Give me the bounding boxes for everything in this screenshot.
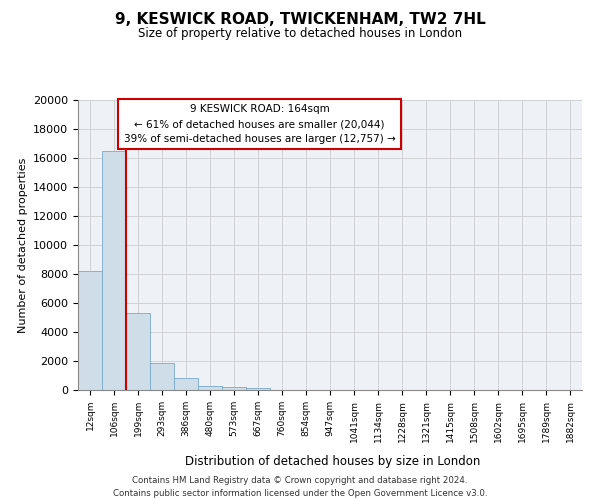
- Bar: [198, 386, 222, 390]
- Text: 9, KESWICK ROAD, TWICKENHAM, TW2 7HL: 9, KESWICK ROAD, TWICKENHAM, TW2 7HL: [115, 12, 485, 28]
- Bar: [126, 313, 150, 390]
- Bar: [78, 271, 102, 390]
- Text: Distribution of detached houses by size in London: Distribution of detached houses by size …: [185, 454, 481, 468]
- Bar: [222, 387, 246, 390]
- Text: 9 KESWICK ROAD: 164sqm
← 61% of detached houses are smaller (20,044)
39% of semi: 9 KESWICK ROAD: 164sqm ← 61% of detached…: [124, 104, 395, 144]
- Text: Contains HM Land Registry data © Crown copyright and database right 2024.
Contai: Contains HM Land Registry data © Crown c…: [113, 476, 487, 498]
- Text: Size of property relative to detached houses in London: Size of property relative to detached ho…: [138, 28, 462, 40]
- Bar: [246, 388, 270, 390]
- Y-axis label: Number of detached properties: Number of detached properties: [17, 158, 28, 332]
- Bar: [102, 151, 126, 390]
- Bar: [150, 363, 174, 390]
- Bar: [174, 378, 198, 390]
